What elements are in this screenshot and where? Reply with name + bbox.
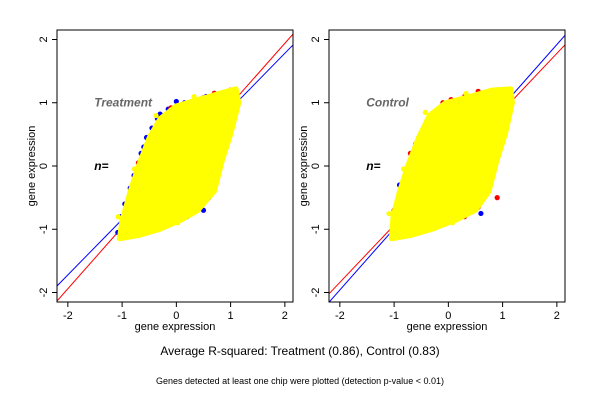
data-point — [115, 214, 121, 220]
x-tick-label: -1 — [389, 310, 399, 322]
data-point — [175, 220, 181, 226]
plot-area: Treatment n= — [57, 33, 293, 302]
panel-1: Treatment n= -2 -1 0 1 2 -2 -1 0 1 2 gene expression… — [26, 29, 294, 333]
data-point — [173, 98, 179, 105]
x-tick-label: 0 — [173, 310, 179, 322]
y-tick-label: -1 — [310, 224, 322, 234]
y-tick-label: -2 — [38, 288, 50, 298]
y-axis-label: gene expression — [298, 126, 310, 207]
x-tick-label: -2 — [63, 310, 73, 322]
data-point — [229, 89, 235, 95]
data-point — [463, 90, 469, 97]
x-tick-label: 2 — [554, 310, 560, 322]
x-axis-label: gene expression — [135, 321, 216, 333]
r-squared-summary: Average R-squared: Treatment (0.86), Con… — [160, 344, 439, 358]
annotation-group: Control — [366, 96, 409, 110]
data-point — [224, 128, 230, 134]
detection-note: Genes detected at least one chip were pl… — [156, 376, 444, 386]
panel-2: Control n= -2 -1 0 1 2 -2 -1 0 1 2 gene expression ge… — [298, 29, 566, 333]
annotation-count: n= — [366, 159, 380, 173]
data-point — [131, 166, 137, 172]
y-tick-label: -1 — [38, 224, 50, 234]
y-tick-label: 1 — [38, 100, 50, 106]
data-point — [403, 229, 409, 236]
data-point — [131, 229, 137, 236]
point-cloud — [116, 86, 242, 242]
data-point — [191, 93, 197, 100]
y-tick-label: 1 — [310, 100, 322, 106]
y-tick-label: 0 — [310, 163, 322, 169]
annotation-group: Treatment — [94, 96, 153, 110]
data-point — [504, 89, 510, 95]
data-point — [207, 185, 213, 191]
annotation-count: n= — [94, 159, 108, 173]
y-tick-label: -2 — [310, 288, 322, 298]
data-point — [478, 210, 484, 217]
point-cloud — [388, 86, 515, 242]
y-tick-label: 2 — [38, 36, 50, 42]
x-tick-label: 2 — [282, 310, 288, 322]
data-point — [153, 112, 159, 119]
data-point — [386, 211, 392, 217]
data-point — [494, 195, 500, 201]
data-point — [422, 109, 428, 115]
y-tick-label: 2 — [310, 36, 322, 42]
x-axis-label: gene expression — [407, 321, 488, 333]
y-tick-label: 0 — [38, 163, 50, 169]
y-axis-label: gene expression — [26, 126, 38, 207]
x-tick-label: 0 — [445, 310, 451, 322]
data-point — [498, 128, 504, 134]
x-tick-label: -1 — [117, 310, 127, 322]
plot-area: Control n= — [329, 35, 565, 302]
x-tick-label: -2 — [335, 310, 345, 322]
data-point — [482, 185, 488, 191]
data-point — [401, 166, 407, 172]
x-tick-label: 1 — [228, 310, 234, 322]
data-point — [449, 220, 456, 226]
x-tick-label: 1 — [500, 310, 506, 322]
